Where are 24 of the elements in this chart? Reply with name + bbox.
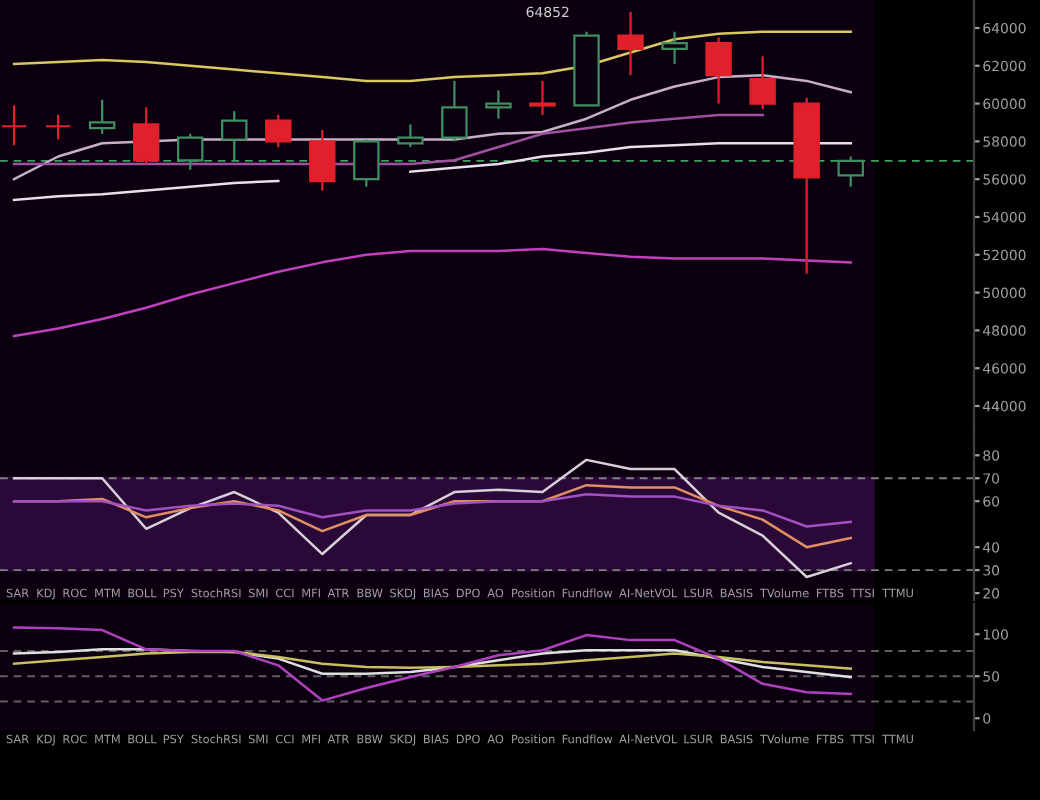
candlestick xyxy=(441,79,468,143)
line-series xyxy=(12,650,852,670)
line-series xyxy=(12,30,852,83)
candlestick xyxy=(705,36,732,105)
candlestick xyxy=(617,10,644,77)
candlestick xyxy=(837,155,864,188)
line-series xyxy=(12,458,852,579)
candlestick xyxy=(88,98,116,135)
candlestick xyxy=(265,113,292,149)
candlestick xyxy=(44,113,72,141)
candlestick xyxy=(749,55,776,111)
candlestick xyxy=(353,138,380,188)
line-series xyxy=(12,247,852,338)
line-series xyxy=(12,626,852,702)
candlestick xyxy=(485,89,512,120)
candlestick xyxy=(309,128,336,192)
candlestick xyxy=(221,110,248,162)
candlestick xyxy=(0,104,28,147)
candlestick xyxy=(529,79,556,117)
line-series xyxy=(12,493,852,528)
candlestick xyxy=(661,30,688,65)
candlestick xyxy=(177,132,204,171)
candlestick xyxy=(132,106,160,166)
candlestick xyxy=(397,123,424,149)
